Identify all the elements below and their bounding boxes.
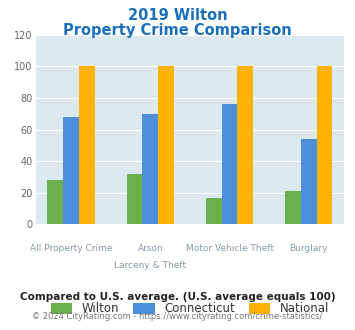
Text: All Property Crime: All Property Crime xyxy=(30,244,113,253)
Text: Larceny & Theft: Larceny & Theft xyxy=(114,260,186,270)
Text: Property Crime Comparison: Property Crime Comparison xyxy=(63,23,292,38)
Text: Motor Vehicle Theft: Motor Vehicle Theft xyxy=(186,244,273,253)
Bar xyxy=(222,104,237,224)
Bar xyxy=(206,198,222,224)
Bar xyxy=(237,66,253,224)
Bar xyxy=(47,180,63,224)
Legend: Wilton, Connecticut, National: Wilton, Connecticut, National xyxy=(51,302,329,315)
Text: Compared to U.S. average. (U.S. average equals 100): Compared to U.S. average. (U.S. average … xyxy=(20,292,335,302)
Bar xyxy=(158,66,174,224)
Text: © 2024 CityRating.com - https://www.cityrating.com/crime-statistics/: © 2024 CityRating.com - https://www.city… xyxy=(32,312,323,321)
Bar xyxy=(127,174,142,224)
Bar xyxy=(63,117,79,224)
Bar xyxy=(285,191,301,224)
Text: Burglary: Burglary xyxy=(289,244,328,253)
Bar xyxy=(317,66,333,224)
Bar xyxy=(79,66,95,224)
Text: Arson: Arson xyxy=(137,244,163,253)
Bar xyxy=(142,114,158,224)
Text: 2019 Wilton: 2019 Wilton xyxy=(128,8,227,23)
Bar xyxy=(301,139,317,224)
